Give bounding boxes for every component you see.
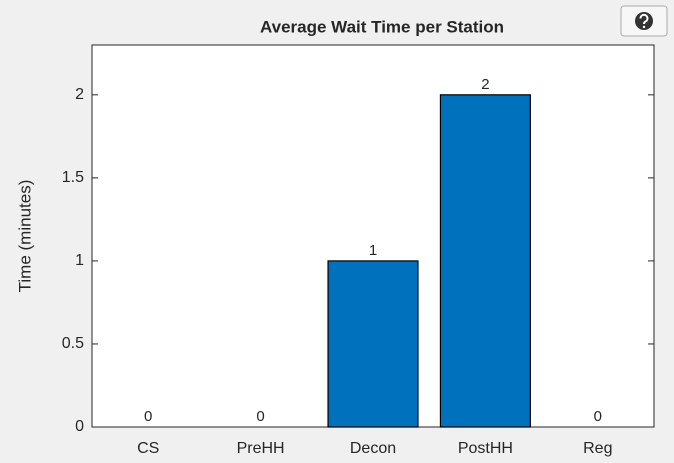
chart-title: Average Wait Time per Station — [260, 17, 504, 36]
y-axis-label: Time (minutes) — [15, 180, 34, 293]
y-tick-label: 0.5 — [62, 335, 84, 352]
value-label: 1 — [369, 242, 377, 259]
value-label: 0 — [256, 408, 264, 425]
help-glyph[interactable] — [639, 13, 649, 25]
help-glyph-dot[interactable] — [642, 25, 646, 29]
help-button[interactable] — [620, 5, 668, 37]
bar — [327, 260, 419, 428]
x-tick-label: CS — [137, 440, 159, 457]
value-label: 2 — [481, 76, 489, 93]
x-tick-label: Reg — [583, 440, 612, 457]
y-tick-label: 1.5 — [62, 169, 84, 186]
y-tick-label: 2 — [75, 86, 84, 103]
y-tick-label: 0 — [75, 418, 84, 435]
x-tick-label: PostHH — [458, 440, 513, 457]
bar — [439, 94, 531, 428]
x-tick-label: PreHH — [237, 440, 285, 457]
value-label: 0 — [594, 408, 602, 425]
help-icon[interactable] — [635, 12, 653, 30]
value-label: 0 — [144, 408, 152, 425]
x-tick-label: Decon — [350, 440, 396, 457]
y-tick-label: 1 — [75, 252, 84, 269]
